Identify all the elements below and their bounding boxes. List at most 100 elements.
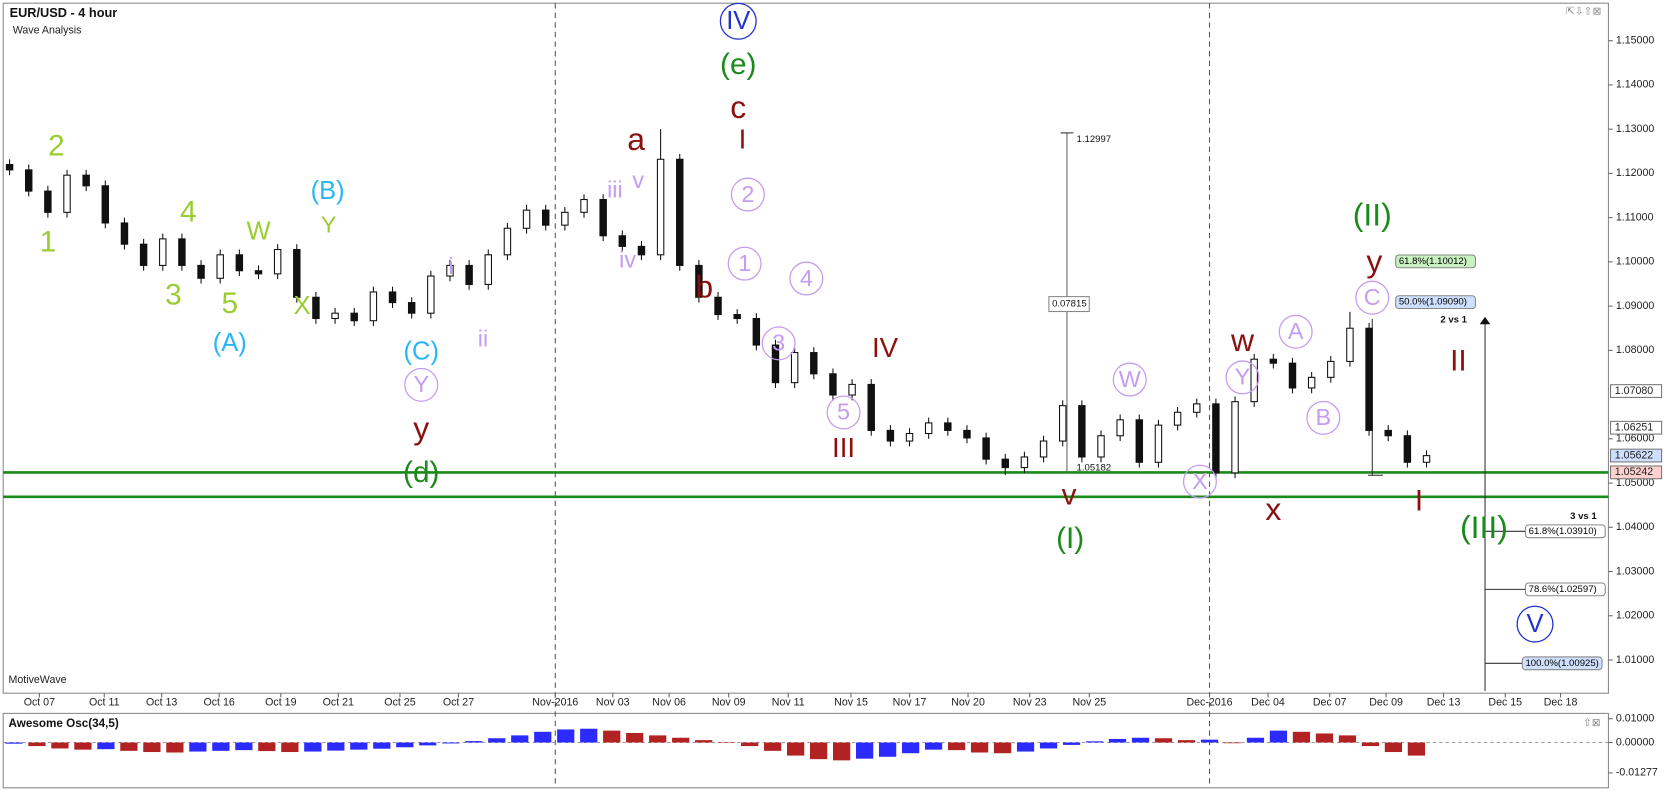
candle-body	[637, 245, 646, 256]
candle-body	[733, 313, 741, 320]
candle-body	[350, 312, 358, 322]
wave-label: a	[627, 121, 645, 157]
candle-body	[1173, 411, 1182, 426]
price-tag-box	[1610, 384, 1663, 398]
candle-body	[427, 275, 435, 314]
candle-body	[924, 422, 933, 435]
y-tick-label: 1.05000	[1616, 477, 1655, 489]
oscillator-bar	[557, 729, 575, 743]
candle-body	[1020, 456, 1029, 469]
oscillator-bar	[901, 742, 920, 754]
oscillator-bar	[373, 742, 391, 749]
candle-body	[312, 296, 320, 320]
oscillator-bar	[1085, 741, 1104, 743]
candle-body	[1269, 358, 1278, 364]
wave-circle	[1112, 362, 1147, 397]
wave-circle	[719, 2, 757, 40]
wave-circle	[1182, 464, 1217, 499]
oscillator-bar	[97, 742, 115, 750]
wave-label: II	[1450, 344, 1467, 377]
price-tag: 1.06251	[1615, 422, 1654, 434]
oscillator-bar	[189, 742, 207, 752]
wave-label: Y	[1235, 364, 1251, 390]
oscillator-bar	[442, 742, 460, 744]
candle-body	[1193, 403, 1201, 413]
wave-label: X	[294, 292, 311, 320]
x-tick-label: Oct 25	[384, 697, 415, 709]
wave-circle	[789, 261, 824, 296]
wave-label: (A)	[213, 329, 247, 357]
fib-label: 78.6%(1.02597)	[1529, 584, 1597, 595]
candle-body	[1327, 360, 1335, 378]
oscillator-bar	[1108, 738, 1127, 743]
candle-body	[1250, 358, 1258, 403]
wave-label: v	[1062, 478, 1077, 511]
candle-body	[1365, 327, 1373, 431]
candle-body	[465, 264, 473, 285]
oscillator-bar	[488, 738, 506, 743]
oscillator-bar	[1154, 738, 1173, 743]
oscillator-bar	[235, 742, 253, 751]
candle-body	[331, 312, 339, 320]
y-tick-label: 1.06000	[1616, 433, 1655, 445]
panel-controls[interactable]: ⇧⊠	[1583, 717, 1601, 729]
wave-label: b	[695, 269, 713, 305]
y-tick-label: 1.02000	[1616, 610, 1655, 622]
wave-label: W	[1119, 366, 1141, 392]
wave-circle	[826, 395, 861, 430]
candle-body	[139, 243, 148, 266]
candle-body	[561, 211, 569, 226]
candle-body	[944, 422, 952, 431]
candle-body	[982, 437, 990, 460]
oscillator-bar	[970, 742, 989, 753]
wave-label: x	[1265, 491, 1281, 527]
candle-body	[1384, 429, 1392, 437]
price-tag: 1.05622	[1615, 449, 1654, 461]
price-tag: 1.07080	[1615, 385, 1654, 397]
wave-label: y	[1366, 243, 1382, 279]
fib-label: 61.8%(1.03910)	[1529, 526, 1597, 537]
candle-body	[656, 158, 665, 256]
candle-body	[407, 302, 416, 314]
oscillator-bar	[212, 742, 230, 751]
wave-label: A	[1288, 318, 1304, 344]
candle-body	[5, 164, 14, 171]
candle-body	[1346, 327, 1354, 362]
price-panel	[2, 2, 1609, 694]
y-tick-label: 0.00000	[1616, 736, 1655, 748]
wave-label: 4	[180, 196, 197, 229]
candle-body	[1403, 435, 1412, 463]
oscillator-bar	[511, 735, 529, 743]
wave-label: III	[832, 432, 855, 463]
oscillator-bar	[947, 742, 966, 751]
oscillator-bar	[1200, 739, 1219, 743]
note: 1.05182	[1077, 462, 1112, 473]
oscillator-bar	[833, 742, 851, 761]
window-controls[interactable]: ⇱⇩⇧⊠	[1566, 6, 1602, 18]
candle-body	[216, 254, 224, 279]
wave-circle	[1516, 605, 1554, 643]
oscillator-title: Awesome Osc(34,5)	[9, 717, 119, 730]
oscillator-panel	[2, 712, 1609, 789]
candle-body	[771, 344, 780, 384]
note-box	[1048, 296, 1090, 313]
x-tick-label: Nov 20	[951, 697, 985, 709]
fib-box	[1524, 582, 1606, 597]
fib-label: 61.8%(1.10012)	[1399, 256, 1467, 267]
wave-circle	[1306, 400, 1341, 435]
oscillator-bar	[924, 742, 943, 750]
oscillator-bar	[787, 742, 805, 756]
note: 3 vs 1	[1570, 511, 1597, 522]
oscillator-bar	[1384, 742, 1403, 753]
note: 2 vs 1	[1440, 315, 1467, 326]
price-tag: 1.05242	[1615, 466, 1654, 478]
wave-label: 2	[741, 181, 754, 207]
x-tick-label: Nov 11	[772, 697, 805, 709]
chart-title: EUR/USD - 4 hour	[10, 5, 118, 20]
oscillator-bar	[465, 741, 483, 743]
measure-arrow	[1479, 316, 1491, 325]
oscillator-bar	[855, 742, 874, 759]
y-tick-label: 1.14000	[1616, 79, 1655, 91]
oscillator-bar	[51, 742, 69, 749]
candle-body	[867, 383, 875, 431]
